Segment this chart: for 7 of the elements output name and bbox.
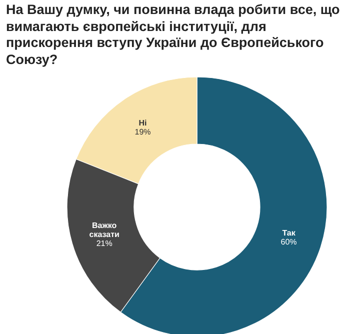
data-label: 21% <box>96 238 112 248</box>
data-label: 60% <box>280 236 297 246</box>
data-label: 19% <box>134 127 151 136</box>
slice-label: Важко сказати <box>89 220 120 238</box>
slice-label: Ні <box>138 118 147 128</box>
chart-title: На Вашу думку, чи повинна влада робити все, що вимагають європейські інституції, для прискорення вступу України до Європейського Союзу? <box>6 2 341 68</box>
slice-label: Так <box>282 228 296 237</box>
